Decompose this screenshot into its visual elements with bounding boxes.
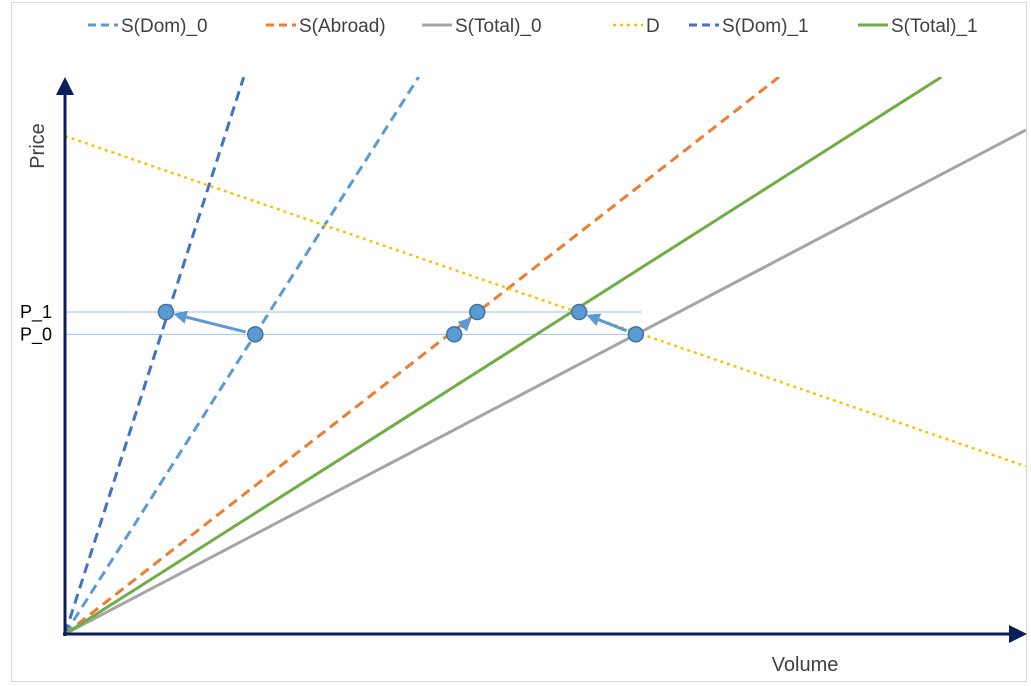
series-line-s-dom-0 <box>65 77 420 634</box>
points <box>157 303 645 343</box>
chart-frame <box>11 2 1027 682</box>
point-1 <box>157 303 175 321</box>
point-6 <box>627 326 645 343</box>
legend-label-s-dom-1: S(Dom)_1 <box>722 16 809 37</box>
legend-label-d: D <box>646 16 660 37</box>
legend-label-s-dom-0: S(Dom)_0 <box>121 16 208 37</box>
reference-label-p-1: P_1 <box>20 302 52 323</box>
reference-label-p-0: P_0 <box>20 324 52 345</box>
shift-arrow-3 <box>586 313 628 333</box>
shift-arrows <box>173 310 628 334</box>
shift-arrow-2 <box>457 317 472 332</box>
series-line-s-abroad- <box>65 77 780 634</box>
shift-arrow-1 <box>173 310 246 334</box>
point-2 <box>247 326 264 343</box>
point-5 <box>570 303 588 321</box>
legend-label-s-total-0: S(Total)_0 <box>455 16 542 37</box>
series-line-s-dom-1 <box>65 77 246 634</box>
legend-label-s-total-1: S(Total)_1 <box>891 16 978 37</box>
point-3 <box>445 326 463 343</box>
y-axis-title: Price <box>27 123 49 169</box>
series-line-s-total-0 <box>65 128 1026 634</box>
series-lines <box>65 77 1026 634</box>
x-axis-title: Volume <box>772 654 839 676</box>
series-line-s-total-1 <box>65 77 943 634</box>
legend: S(Dom)_0 S(Abroad) S(Total)_0 D S(Dom)_1 S(To… <box>88 16 978 37</box>
point-4 <box>469 303 486 321</box>
series-line-d <box>65 134 1026 468</box>
legend-label-s-abroad-: S(Abroad) <box>299 16 386 37</box>
